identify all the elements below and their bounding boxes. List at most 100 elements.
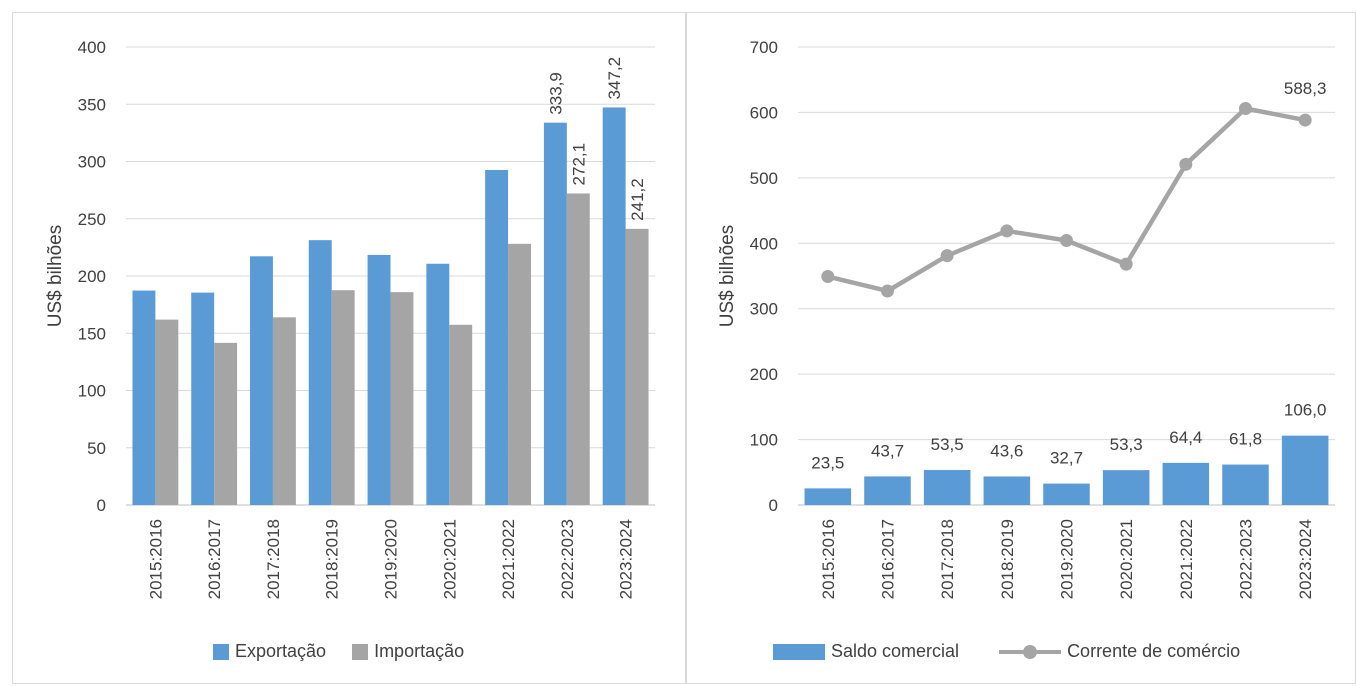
- y-tick-label: 350: [78, 95, 106, 114]
- bar-exportacao: [250, 256, 273, 505]
- x-tick-label: 2022:2023: [1237, 519, 1256, 599]
- y-tick-label: 600: [750, 103, 778, 122]
- x-tick-label: 2017:2018: [938, 519, 957, 599]
- data-label: 23,5: [811, 453, 844, 472]
- y-axis-title: US$ bilhões: [717, 225, 738, 327]
- bar-importacao: [214, 342, 238, 505]
- bar-importacao: [508, 243, 531, 505]
- y-tick-label: 400: [750, 234, 778, 253]
- chart-panel-balance: 0 100 200 300 400 500 600 700 US$ bilhões 2015:20…: [686, 12, 1356, 684]
- data-label: 347,2: [605, 57, 624, 100]
- data-label: 61,8: [1229, 430, 1262, 449]
- bar-exportacao: [543, 122, 567, 505]
- line-corrente-de-comercio: [827, 106, 1306, 294]
- data-label: 43,6: [990, 441, 1023, 460]
- legend-swatch-importacao: [352, 643, 369, 660]
- x-tick-label: 2023:2024: [617, 519, 636, 599]
- bar-exportacao: [485, 169, 509, 505]
- x-tick-label: 2020:2021: [1117, 519, 1136, 599]
- bar-exportacao: [132, 290, 156, 505]
- bar-saldo-comercial: [864, 476, 911, 505]
- y-tick-label: 200: [750, 365, 778, 384]
- bar-saldo-comercial: [923, 469, 971, 505]
- bar-saldo-comercial: [983, 476, 1031, 505]
- bar-exportacao: [602, 107, 626, 506]
- bar-saldo-comercial: [1222, 464, 1269, 505]
- x-tick-label: 2015:2016: [146, 519, 165, 599]
- data-label: 64,4: [1169, 428, 1202, 447]
- point-corrente-de-comercio: [1119, 257, 1133, 271]
- bar-importacao: [449, 324, 473, 505]
- data-label: 53,5: [931, 435, 964, 454]
- point-corrente-de-comercio: [1060, 233, 1073, 247]
- x-tick-label: 2020:2021: [440, 519, 459, 599]
- bar-saldo-comercial: [804, 488, 852, 505]
- bar-saldo-comercial: [1281, 435, 1329, 505]
- x-tick-label: 2017:2018: [264, 519, 283, 599]
- x-tick-label: 2018:2019: [998, 519, 1017, 599]
- data-label: 241,2: [628, 178, 647, 221]
- data-label: 106,0: [1284, 401, 1327, 420]
- point-corrente-de-comercio: [1179, 157, 1193, 171]
- y-tick-label: 300: [78, 153, 106, 172]
- chart-panel-trade: 0 50 100 150 200 250 300 350 400 US$ bilhões 2015:…: [12, 12, 686, 684]
- point-corrente-de-comercio: [1000, 224, 1014, 238]
- bar-saldo-comercial: [1043, 483, 1090, 505]
- bar-exportacao: [308, 240, 332, 505]
- x-tick-label: 2016:2017: [205, 519, 224, 599]
- legend-swatch-exportacao: [213, 643, 229, 660]
- point-corrente-de-comercio: [1239, 102, 1252, 116]
- legend-swatch-saldo: [773, 643, 825, 660]
- data-label: 43,7: [871, 441, 904, 460]
- y-tick-label: 500: [750, 169, 778, 188]
- point-corrente-de-comercio: [1298, 113, 1312, 127]
- x-tick-label: 2019:2020: [1058, 519, 1077, 599]
- legend-label-corrente: Corrente de comércio: [1067, 641, 1241, 661]
- point-corrente-de-comercio: [940, 249, 954, 263]
- x-tick-label: 2022:2023: [558, 519, 577, 599]
- x-tick-label: 2019:2020: [382, 519, 401, 599]
- y-tick-label: 250: [78, 210, 106, 229]
- y-tick-label: 100: [78, 382, 106, 401]
- x-tick-label: 2023:2024: [1296, 519, 1315, 599]
- y-tick-label: 0: [769, 496, 778, 515]
- x-tick-label: 2016:2017: [879, 519, 898, 599]
- bar-exportacao: [191, 292, 215, 505]
- y-tick-label: 200: [78, 267, 106, 286]
- legend-label-saldo: Saldo comercial: [831, 641, 960, 661]
- y-tick-label: 150: [78, 324, 106, 343]
- legend-label-exportacao: Exportação: [235, 641, 327, 661]
- x-tick-label: 2021:2022: [499, 519, 518, 599]
- bar-importacao: [155, 319, 179, 505]
- data-label: 32,7: [1050, 449, 1083, 468]
- data-label: 588,3: [1284, 79, 1327, 98]
- bar-importacao: [625, 228, 649, 506]
- bar-exportacao: [426, 263, 450, 505]
- bar-saldo-comercial: [1162, 462, 1210, 505]
- bar-exportacao: [367, 254, 391, 505]
- balance-chart: 0 100 200 300 400 500 600 700 US$ bilhões 2015:20…: [717, 38, 1335, 599]
- data-label: 53,3: [1110, 435, 1143, 454]
- y-tick-label: 100: [750, 431, 778, 450]
- x-tick-label: 2015:2016: [819, 519, 838, 599]
- bar-importacao: [566, 193, 590, 505]
- x-tick-label: 2018:2019: [323, 519, 342, 599]
- bar-saldo-comercial: [1102, 470, 1150, 505]
- legend: Exportação Importação: [213, 641, 464, 662]
- y-tick-label: 300: [750, 300, 778, 319]
- trade-chart: 0 50 100 150 200 250 300 350 400 US$ bilhões 2015:…: [45, 38, 655, 599]
- legend: Saldo comercial Corrente de comércio: [773, 641, 1240, 662]
- y-tick-label: 0: [97, 496, 106, 515]
- point-corrente-de-comercio: [881, 284, 894, 298]
- y-tick-label: 700: [750, 38, 778, 57]
- y-axis-title: US$ bilhões: [45, 225, 66, 327]
- point-corrente-de-comercio: [821, 270, 835, 284]
- legend-label-importacao: Importação: [374, 641, 465, 661]
- bar-importacao: [331, 290, 355, 505]
- x-tick-label: 2021:2022: [1177, 519, 1196, 599]
- y-tick-label: 400: [78, 38, 106, 57]
- bar-importacao: [390, 292, 414, 505]
- data-label: 272,1: [569, 143, 588, 186]
- legend-swatch-corrente: [999, 644, 1062, 659]
- data-label: 333,9: [546, 72, 565, 115]
